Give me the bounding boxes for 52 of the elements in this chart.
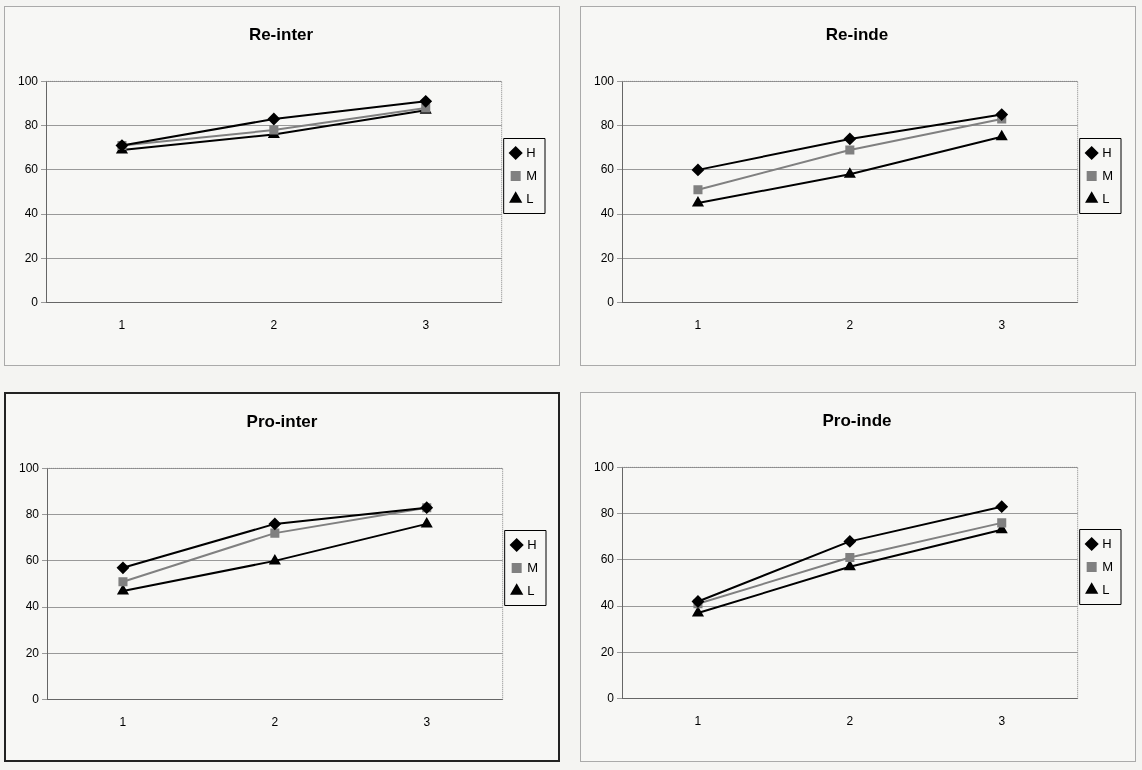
- y-tick-label: 0: [607, 690, 615, 705]
- y-tick-label: 0: [32, 691, 40, 706]
- y-tick-label: 60: [600, 552, 615, 567]
- chart-title: Re-inter: [248, 24, 314, 44]
- legend-label: M: [526, 167, 538, 183]
- legend-label: L: [526, 190, 534, 206]
- y-tick-label: 20: [600, 644, 615, 659]
- y-tick-label: 60: [600, 162, 615, 177]
- x-tick-label: 1: [119, 715, 127, 730]
- legend-label: M: [527, 559, 539, 575]
- y-tick-label: 0: [607, 294, 615, 309]
- legend-label: H: [1102, 535, 1112, 551]
- y-tick-label: 100: [18, 460, 40, 475]
- y-tick-label: 100: [593, 459, 615, 474]
- y-tick-label: 100: [593, 73, 615, 88]
- y-tick-label: 40: [600, 598, 615, 613]
- x-tick-label: 1: [118, 318, 126, 333]
- y-tick-label: 20: [25, 645, 40, 660]
- legend-label: L: [527, 582, 535, 598]
- y-tick-label: 80: [600, 505, 615, 520]
- y-tick-label: 40: [24, 206, 39, 221]
- x-tick-label: 3: [998, 318, 1006, 333]
- x-tick-label: 3: [998, 714, 1006, 729]
- legend-label: H: [526, 144, 536, 160]
- x-tick-label: 2: [846, 714, 854, 729]
- x-tick-label: 3: [422, 318, 430, 333]
- legend-label: H: [1102, 144, 1112, 160]
- legend-label: L: [1102, 581, 1110, 597]
- chart-title: Pro-inter: [246, 411, 318, 431]
- x-tick-label: 2: [271, 715, 279, 730]
- y-tick-label: 100: [17, 73, 39, 88]
- y-tick-label: 20: [24, 250, 39, 265]
- chart-title: Re-inde: [825, 24, 889, 44]
- x-tick-label: 3: [423, 715, 431, 730]
- y-tick-label: 40: [600, 206, 615, 221]
- legend-label: L: [1102, 190, 1110, 206]
- y-tick-label: 80: [600, 117, 615, 132]
- legend-label: M: [1102, 167, 1114, 183]
- y-tick-label: 20: [600, 250, 615, 265]
- legend-label: M: [1102, 558, 1114, 574]
- x-tick-label: 1: [694, 318, 702, 333]
- x-tick-label: 2: [846, 318, 854, 333]
- y-tick-label: 80: [25, 506, 40, 521]
- y-tick-label: 80: [24, 117, 39, 132]
- chart-title: Pro-inde: [822, 410, 892, 430]
- legend-label: H: [527, 536, 537, 552]
- y-tick-label: 60: [25, 553, 40, 568]
- y-tick-label: 40: [25, 599, 40, 614]
- x-tick-label: 2: [270, 318, 278, 333]
- x-tick-label: 1: [694, 714, 702, 729]
- y-tick-label: 60: [24, 162, 39, 177]
- y-tick-label: 0: [31, 294, 39, 309]
